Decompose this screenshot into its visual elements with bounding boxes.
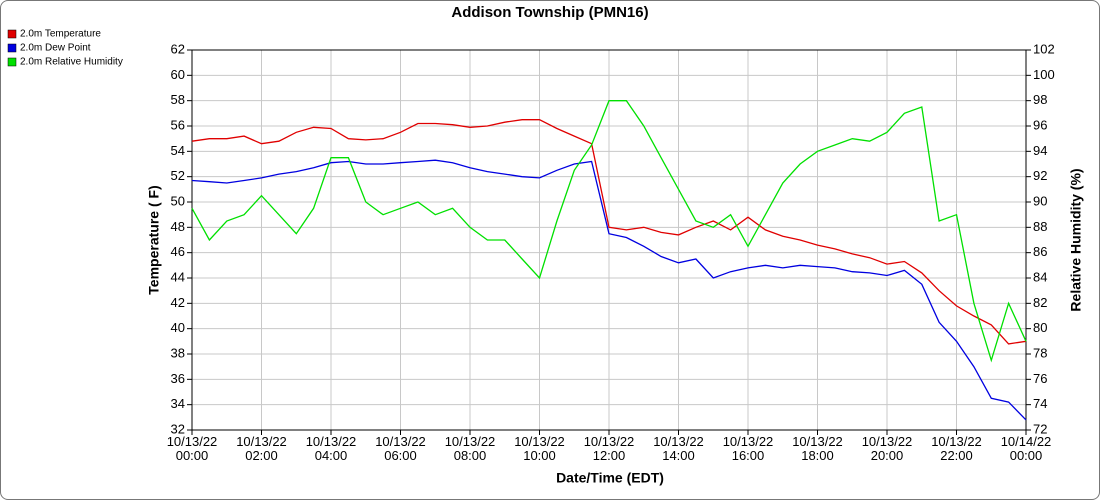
y2-tick-label: 72 <box>1033 421 1047 436</box>
y2-tick-label: 74 <box>1033 396 1047 411</box>
y2-tick-label: 98 <box>1033 92 1047 107</box>
x-tick-label: 10/13/22 04:00 <box>305 434 357 463</box>
x-tick-label: 10/13/22 10:00 <box>514 434 565 463</box>
legend-label: 2.0m Relative Humidity <box>20 57 123 68</box>
y-tick-label: 48 <box>171 219 185 234</box>
y2-tick-label: 80 <box>1033 320 1047 335</box>
y2-tick-label: 100 <box>1033 67 1055 82</box>
y2-tick-label: 76 <box>1033 371 1047 386</box>
x-tick-label: 10/13/22 06:00 <box>375 434 426 463</box>
series-line <box>191 119 1027 345</box>
y2-tick-label: 82 <box>1033 295 1047 310</box>
legend-label: 2.0m Temperature <box>20 29 101 40</box>
y2-axis-label: Relative Humidity (%) <box>1068 168 1084 311</box>
y-tick-label: 42 <box>171 295 185 310</box>
y-tick-label: 54 <box>171 143 185 158</box>
y-tick-label: 62 <box>171 41 185 56</box>
y2-tick-label: 84 <box>1033 269 1047 284</box>
x-tick-label: 10/13/22 12:00 <box>583 434 635 463</box>
y-tick-label: 56 <box>171 117 185 132</box>
y-tick-label: 38 <box>171 345 185 360</box>
x-tick-label: 10/13/22 18:00 <box>792 434 843 463</box>
x-tick-label: 10/13/22 14:00 <box>653 434 704 463</box>
y2-tick-label: 86 <box>1033 244 1047 259</box>
x-tick-label: 10/13/22 08:00 <box>444 434 496 463</box>
y-tick-label: 40 <box>171 320 185 335</box>
chart-title: Addison Township (PMN16) <box>451 4 648 21</box>
y2-tick-label: 92 <box>1033 168 1047 183</box>
legend-swatch <box>7 57 17 67</box>
y2-tick-label: 96 <box>1033 117 1047 132</box>
y-tick-label: 52 <box>171 168 185 183</box>
x-tick-label: 10/14/22 00:00 <box>1000 434 1052 463</box>
legend-label: 2.0m Dew Point <box>20 43 91 54</box>
y-tick-label: 32 <box>171 421 185 436</box>
y-tick-label: 36 <box>171 371 185 386</box>
legend-swatch <box>7 43 17 53</box>
series-line <box>191 100 1027 363</box>
y-tick-label: 46 <box>171 244 185 259</box>
x-tick-label: 10/13/22 02:00 <box>236 434 287 463</box>
y-tick-label: 34 <box>171 396 185 411</box>
y2-tick-label: 88 <box>1033 219 1047 234</box>
y-tick-label: 58 <box>171 92 185 107</box>
x-tick-label: 10/13/22 00:00 <box>166 434 218 463</box>
y-axis-label: Temperature ( F) <box>146 185 162 294</box>
y2-tick-label: 90 <box>1033 193 1047 208</box>
y-tick-label: 60 <box>171 67 185 82</box>
x-axis-label: Date/Time (EDT) <box>556 470 664 486</box>
plot-frame <box>191 49 1027 431</box>
x-tick-label: 10/13/22 16:00 <box>722 434 774 463</box>
y2-tick-label: 78 <box>1033 345 1047 360</box>
x-tick-label: 10/13/22 22:00 <box>931 434 982 463</box>
series-line <box>191 159 1027 421</box>
y2-tick-label: 102 <box>1033 41 1055 56</box>
legend-swatch <box>7 29 17 39</box>
x-tick-label: 10/13/22 20:00 <box>861 434 913 463</box>
y-tick-label: 44 <box>171 269 185 284</box>
y2-tick-label: 94 <box>1033 143 1047 158</box>
y-tick-label: 50 <box>171 193 185 208</box>
